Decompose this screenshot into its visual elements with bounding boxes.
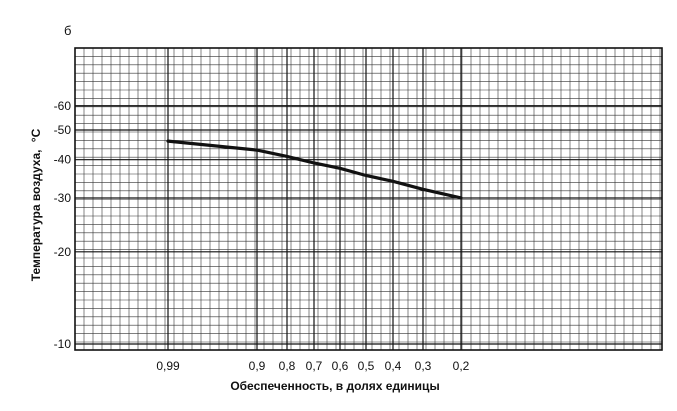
y-tick-label: -20 xyxy=(54,245,72,259)
y-tick-label: -40 xyxy=(54,153,72,167)
x-tick-label: 0,8 xyxy=(279,359,296,373)
y-tick-label: -60 xyxy=(54,99,72,113)
series-layer xyxy=(166,139,463,200)
x-tick-label: 0,2 xyxy=(453,359,470,373)
panel-label: б xyxy=(64,23,71,38)
x-tick-label: 0,9 xyxy=(249,359,266,373)
y-tick-labels: -10 -20 -30 -40 -50 -60 xyxy=(54,99,72,351)
x-tick-labels: 0,99 0,9 0,8 0,7 0,6 0,5 0,4 0,3 0,2 xyxy=(156,359,469,373)
y-axis-unit: °C xyxy=(29,128,43,142)
plot-border xyxy=(74,47,663,351)
y-tick-label: -30 xyxy=(54,191,72,205)
series-line xyxy=(166,139,463,200)
y-axis-title: Температура воздуха, xyxy=(29,150,43,282)
x-tick-label: 0,4 xyxy=(385,359,402,373)
x-tick-label: 0,3 xyxy=(415,359,432,373)
x-tick-label: 0,7 xyxy=(306,359,323,373)
x-tick-label: 0,5 xyxy=(358,359,375,373)
y-tick-label: -10 xyxy=(54,337,72,351)
chart-grid xyxy=(74,47,662,350)
y-tick-label: -50 xyxy=(54,123,72,137)
plot-frame xyxy=(74,47,663,351)
svg-text:Температура воздуха, °C: Температура воздуха, °C xyxy=(29,128,43,281)
x-axis-title: Обеспеченность, в долях единицы xyxy=(230,379,439,393)
x-tick-label: 0,99 xyxy=(156,359,180,373)
y-axis-title-group: Температура воздуха, °C xyxy=(29,128,43,281)
x-tick-label: 0,6 xyxy=(332,359,349,373)
